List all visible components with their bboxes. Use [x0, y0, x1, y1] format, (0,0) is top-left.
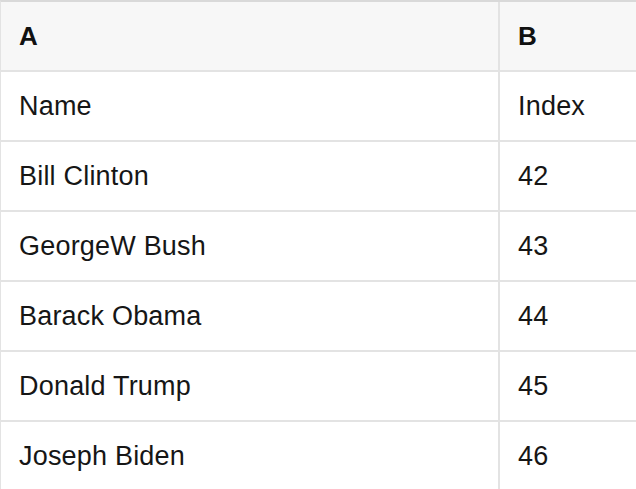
table-cell-name[interactable]: Barack Obama	[1, 282, 498, 350]
table-cell-name-header[interactable]: Name	[1, 72, 498, 140]
cell-text: Joseph Biden	[19, 441, 185, 472]
cell-text: 45	[518, 371, 548, 402]
table-row-barack-obama: Barack Obama 44	[1, 282, 636, 352]
table-row-donald-trump: Donald Trump 45	[1, 352, 636, 422]
cell-text: GeorgeW Bush	[19, 231, 206, 262]
cell-text: Index	[518, 91, 585, 122]
table-row-field-names: Name Index	[1, 72, 636, 142]
table-cell-name[interactable]: Joseph Biden	[1, 422, 498, 489]
table-cell-index[interactable]: 45	[498, 352, 636, 420]
table-cell-name[interactable]: Donald Trump	[1, 352, 498, 420]
table-cell-index-header[interactable]: Index	[498, 72, 636, 140]
table-cell-index[interactable]: 46	[498, 422, 636, 489]
table-cell-index[interactable]: 42	[498, 142, 636, 210]
column-header-a[interactable]: A	[1, 2, 498, 70]
column-header-a-label: A	[19, 21, 38, 52]
cell-text: 46	[518, 441, 548, 472]
cell-text: Barack Obama	[19, 301, 201, 332]
spreadsheet-table: A B Name Index Bill Clinton 42 GeorgeW B…	[0, 0, 636, 489]
table-row-joseph-biden: Joseph Biden 46	[1, 422, 636, 489]
column-header-b-label: B	[518, 21, 537, 52]
cell-text: Name	[19, 91, 92, 122]
column-header-b[interactable]: B	[498, 2, 636, 70]
table-cell-index[interactable]: 43	[498, 212, 636, 280]
table-cell-index[interactable]: 44	[498, 282, 636, 350]
cell-text: 42	[518, 161, 548, 192]
table-cell-name[interactable]: GeorgeW Bush	[1, 212, 498, 280]
table-row-bill-clinton: Bill Clinton 42	[1, 142, 636, 212]
cell-text: 44	[518, 301, 548, 332]
table-row-georgew-bush: GeorgeW Bush 43	[1, 212, 636, 282]
cell-text: Donald Trump	[19, 371, 191, 402]
cell-text: Bill Clinton	[19, 161, 149, 192]
table-cell-name[interactable]: Bill Clinton	[1, 142, 498, 210]
cell-text: 43	[518, 231, 548, 262]
column-header-row: A B	[1, 2, 636, 72]
